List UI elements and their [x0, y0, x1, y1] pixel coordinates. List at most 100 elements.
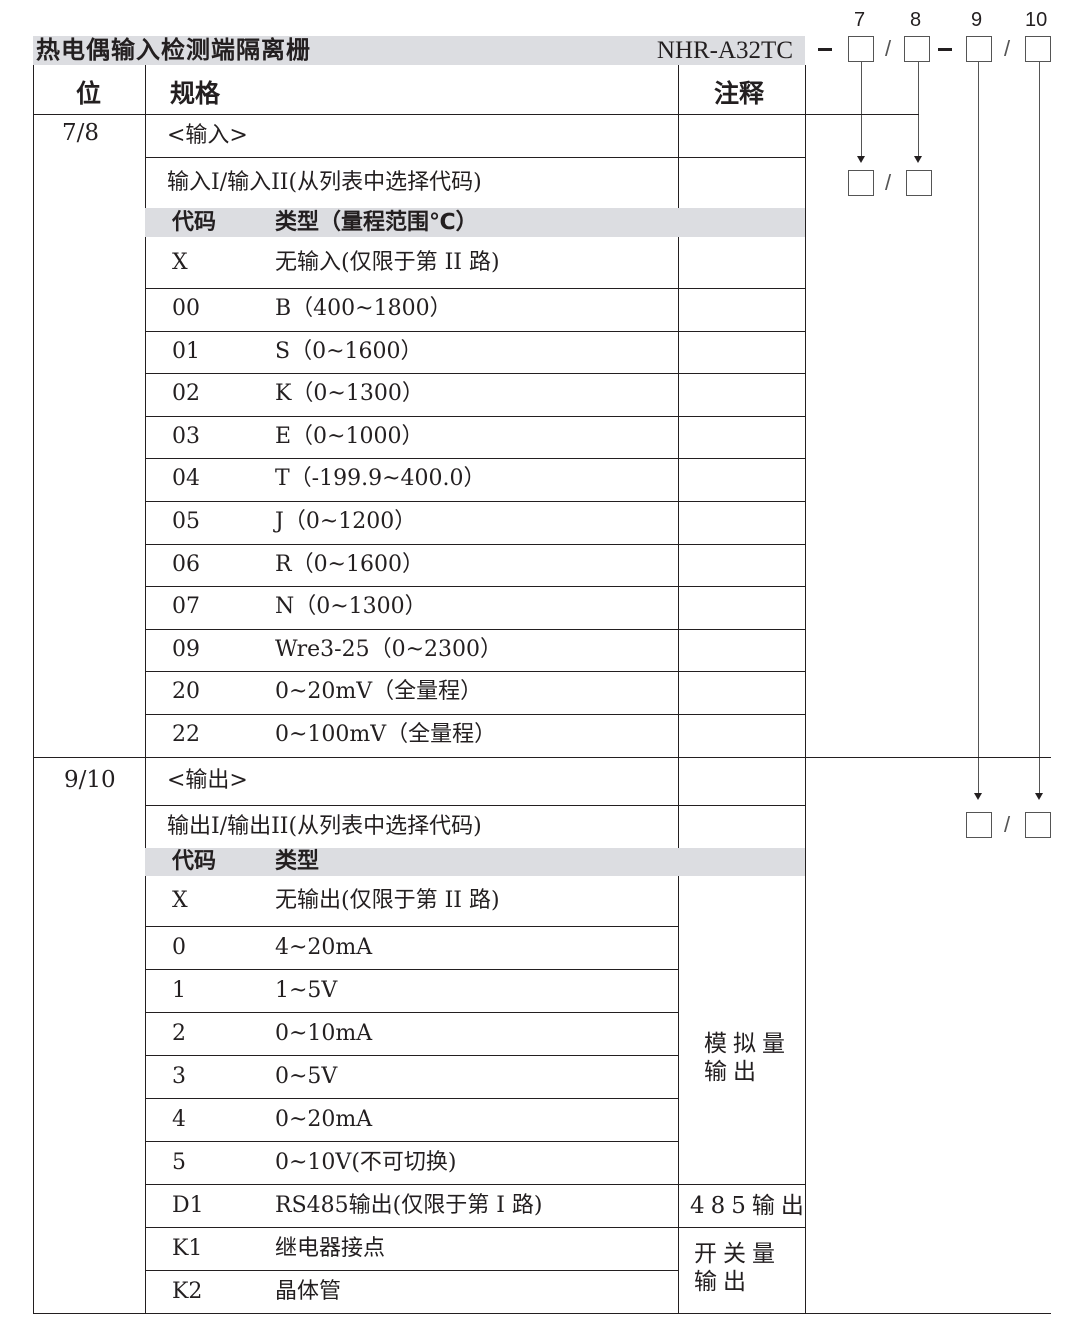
row-code: 04 — [172, 466, 200, 492]
row-type: 0~20mV（全量程） — [275, 679, 483, 705]
row-type: 晶体管 — [275, 1279, 342, 1304]
row-divider — [145, 1141, 678, 1142]
table-row: 2 0~10mA — [145, 1012, 678, 1055]
row-type: T（-199.9~400.0） — [275, 466, 486, 492]
input-code-box-2 — [906, 170, 932, 196]
note-line: 开关量 — [694, 1241, 781, 1267]
table-row: 0 4~20mA — [145, 926, 678, 969]
row-code: 代码 — [172, 210, 217, 235]
table-row: D1 RS485输出(仅限于第 I 路) — [145, 1184, 678, 1227]
section-row: <输出> — [145, 757, 678, 805]
row-type: 1~5V — [275, 978, 338, 1003]
row-type: Wre3-25（0~2300） — [275, 636, 503, 662]
row-divider — [145, 1184, 805, 1185]
row-text: 输出I/输出II(从列表中选择代码) — [167, 814, 482, 839]
table-row: 22 0~100mV（全量程） — [145, 714, 678, 757]
title-bar: 热电偶输入检测端隔离栅 NHR-A32TC — [33, 36, 805, 65]
table-border — [805, 65, 806, 1314]
row-type: 无输出(仅限于第 II 路) — [275, 888, 500, 913]
table-row: 00 B（400~1800） — [145, 288, 678, 331]
row-code: 05 — [172, 509, 200, 534]
row-type: J（0~1200） — [275, 509, 417, 534]
row-divider — [145, 1098, 678, 1099]
row-type: 继电器接点 — [275, 1236, 386, 1261]
note-rs485-output: 485输出 — [690, 1193, 810, 1219]
row-text: <输出> — [167, 768, 248, 793]
row-code: K1 — [172, 1236, 203, 1261]
table-row: 3 0~5V — [145, 1055, 678, 1098]
row-code: 09 — [172, 636, 200, 662]
row-text: <输入> — [167, 123, 248, 148]
header-spec: 规格 — [170, 79, 221, 108]
row-code: D1 — [172, 1193, 204, 1218]
table-row: 04 T（-199.9~400.0） — [145, 458, 678, 501]
column-header-row: 代码 类型（量程范围℃） — [145, 208, 805, 237]
table-row: K2 晶体管 — [145, 1270, 678, 1313]
row-divider — [145, 1055, 678, 1056]
connector-line — [918, 62, 919, 158]
row-divider — [145, 714, 805, 715]
row-divider — [145, 969, 678, 970]
column-header-row: 代码 类型 — [145, 848, 805, 876]
row-divider — [145, 926, 678, 927]
note-analog-output: 模拟量 输出 — [704, 1030, 791, 1086]
code-box-7 — [848, 36, 874, 62]
output-position: 9/10 — [64, 767, 116, 793]
row-code: 01 — [172, 338, 200, 364]
row-divider — [145, 501, 805, 502]
table-row: 07 N（0~1300） — [145, 586, 678, 629]
row-code: 代码 — [172, 849, 217, 874]
table-border — [33, 1313, 1051, 1314]
row-divider — [145, 1270, 678, 1271]
row-divider — [145, 1012, 678, 1013]
row-type: 类型（量程范围℃） — [275, 210, 478, 235]
position-8-label: 8 — [910, 9, 922, 31]
row-type: 类型 — [275, 849, 320, 874]
row-divider — [145, 415, 805, 417]
table-row: 02 K（0~1300） — [145, 373, 678, 416]
slash: / — [1004, 36, 1011, 61]
table-row: X 无输出(仅限于第 II 路) — [145, 876, 678, 926]
table-row: 01 S（0~1600） — [145, 331, 678, 374]
row-type: K（0~1300） — [275, 381, 424, 407]
row-type: 4~20mA — [275, 935, 373, 960]
row-divider — [145, 157, 805, 158]
table-row: 09 Wre3-25（0~2300） — [145, 629, 678, 672]
row-divider — [145, 458, 805, 460]
row-type: N（0~1300） — [275, 594, 427, 620]
row-code: 0 — [172, 935, 186, 960]
row-divider — [145, 543, 805, 545]
row-divider — [145, 373, 805, 375]
dash — [938, 48, 952, 51]
section-row: <输入> — [145, 114, 678, 157]
note-line: 输出 — [694, 1269, 752, 1295]
table-border — [678, 65, 679, 1314]
input-position: 7/8 — [62, 120, 100, 146]
code-box-10 — [1025, 36, 1051, 62]
table-border — [145, 65, 146, 1314]
row-divider — [145, 586, 805, 588]
row-code: X — [172, 888, 188, 913]
row-type: R（0~1600） — [275, 551, 424, 577]
row-code: 03 — [172, 423, 200, 449]
row-type: 0~100mV（全量程） — [275, 722, 497, 747]
table-row: 05 J（0~1200） — [145, 501, 678, 544]
row-code: 07 — [172, 594, 200, 620]
arrow-down-icon — [857, 156, 865, 163]
input-code-box-1 — [848, 170, 874, 196]
row-text: 输入I/输入II(从列表中选择代码) — [167, 170, 482, 195]
row-type: RS485输出(仅限于第 I 路) — [275, 1193, 543, 1218]
row-code: 5 — [172, 1150, 186, 1175]
row-type: B（400~1800） — [275, 296, 452, 321]
model-number: NHR-A32TC — [656, 37, 793, 64]
row-code: X — [172, 250, 188, 275]
row-type: 0~10V(不可切换) — [275, 1150, 457, 1175]
table-row: 06 R（0~1600） — [145, 544, 678, 587]
note-line: 模拟量 — [704, 1031, 791, 1057]
row-divider — [145, 330, 805, 332]
dash — [818, 48, 832, 51]
output-code-box-1 — [966, 812, 992, 838]
position-7-label: 7 — [854, 9, 866, 31]
code-box-8 — [904, 36, 930, 62]
